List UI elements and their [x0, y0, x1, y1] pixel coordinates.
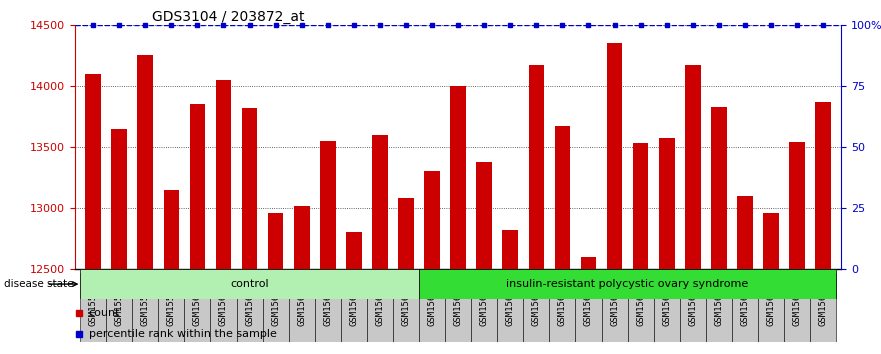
Bar: [445, 273, 471, 342]
Text: GSM156750: GSM156750: [584, 278, 593, 326]
Bar: [341, 273, 366, 342]
Bar: [581, 257, 596, 354]
Text: GSM156951: GSM156951: [818, 278, 827, 326]
Bar: [789, 142, 805, 354]
Bar: [419, 273, 445, 342]
Bar: [575, 273, 602, 342]
Bar: [137, 55, 153, 354]
Bar: [320, 141, 336, 354]
Bar: [372, 135, 388, 354]
Text: GSM156181: GSM156181: [375, 278, 384, 326]
Text: disease state: disease state: [4, 279, 74, 289]
Bar: [159, 273, 184, 342]
Text: GSM156763: GSM156763: [688, 278, 697, 326]
Bar: [554, 126, 570, 354]
Bar: [80, 273, 107, 342]
Bar: [346, 232, 362, 354]
Bar: [80, 269, 419, 299]
Text: GDS3104 / 203872_at: GDS3104 / 203872_at: [152, 10, 304, 24]
Bar: [315, 273, 341, 342]
Bar: [680, 273, 706, 342]
Bar: [263, 273, 289, 342]
Text: GSM156176: GSM156176: [245, 278, 254, 326]
Bar: [425, 171, 440, 354]
Bar: [685, 65, 700, 354]
Text: GSM156170: GSM156170: [193, 278, 202, 326]
Bar: [550, 273, 575, 342]
Bar: [602, 273, 627, 342]
Text: GSM156948: GSM156948: [740, 278, 750, 326]
Text: GSM156180: GSM156180: [350, 278, 359, 326]
Bar: [241, 108, 257, 354]
Text: GSM156946: GSM156946: [714, 278, 723, 326]
Bar: [132, 273, 159, 342]
Bar: [450, 86, 466, 354]
Text: GSM156751: GSM156751: [610, 278, 619, 326]
Bar: [497, 273, 523, 342]
Bar: [107, 273, 132, 342]
Text: GSM156177: GSM156177: [271, 278, 280, 326]
Bar: [633, 143, 648, 354]
Text: GSM155631: GSM155631: [89, 278, 98, 326]
Bar: [502, 230, 518, 354]
Bar: [393, 273, 419, 342]
Bar: [398, 198, 414, 354]
Text: count: count: [89, 308, 120, 318]
Text: control: control: [230, 279, 269, 289]
Text: GSM155643: GSM155643: [115, 278, 123, 326]
Text: GSM156171: GSM156171: [219, 278, 228, 326]
Bar: [654, 273, 680, 342]
Bar: [477, 161, 492, 354]
Bar: [758, 273, 784, 342]
Bar: [294, 206, 309, 354]
Bar: [85, 74, 101, 354]
Text: GSM156510: GSM156510: [479, 278, 489, 326]
Text: GSM156752: GSM156752: [636, 278, 645, 326]
Text: GSM156950: GSM156950: [793, 278, 802, 326]
Text: GSM156186: GSM156186: [427, 278, 437, 326]
Text: GSM156187: GSM156187: [454, 278, 463, 326]
Bar: [607, 43, 622, 354]
Bar: [268, 213, 284, 354]
Bar: [732, 273, 758, 342]
Bar: [289, 273, 315, 342]
Bar: [211, 273, 236, 342]
Text: GSM156949: GSM156949: [766, 278, 775, 326]
Bar: [627, 273, 654, 342]
Text: GSM156178: GSM156178: [297, 278, 307, 326]
Bar: [419, 269, 836, 299]
Bar: [810, 273, 836, 342]
Text: GSM156512: GSM156512: [532, 278, 541, 326]
Bar: [659, 138, 675, 354]
Bar: [706, 273, 732, 342]
Bar: [236, 273, 263, 342]
Text: insulin-resistant polycystic ovary syndrome: insulin-resistant polycystic ovary syndr…: [507, 279, 749, 289]
Bar: [111, 129, 127, 354]
Bar: [366, 273, 393, 342]
Bar: [815, 102, 831, 354]
Text: GSM156753: GSM156753: [663, 278, 671, 326]
Text: GSM156184: GSM156184: [402, 278, 411, 326]
Text: percentile rank within the sample: percentile rank within the sample: [89, 329, 277, 339]
Bar: [523, 273, 550, 342]
Text: GSM155644: GSM155644: [141, 278, 150, 326]
Bar: [216, 80, 232, 354]
Bar: [529, 65, 544, 354]
Bar: [711, 107, 727, 354]
Bar: [471, 273, 497, 342]
Bar: [737, 196, 752, 354]
Text: GSM156749: GSM156749: [558, 278, 566, 326]
Bar: [763, 213, 779, 354]
Text: GSM156511: GSM156511: [506, 278, 515, 326]
Bar: [184, 273, 211, 342]
Text: GSM156179: GSM156179: [323, 278, 332, 326]
Bar: [164, 190, 179, 354]
Text: GSM155729: GSM155729: [167, 278, 176, 326]
Bar: [784, 273, 810, 342]
Bar: [189, 104, 205, 354]
